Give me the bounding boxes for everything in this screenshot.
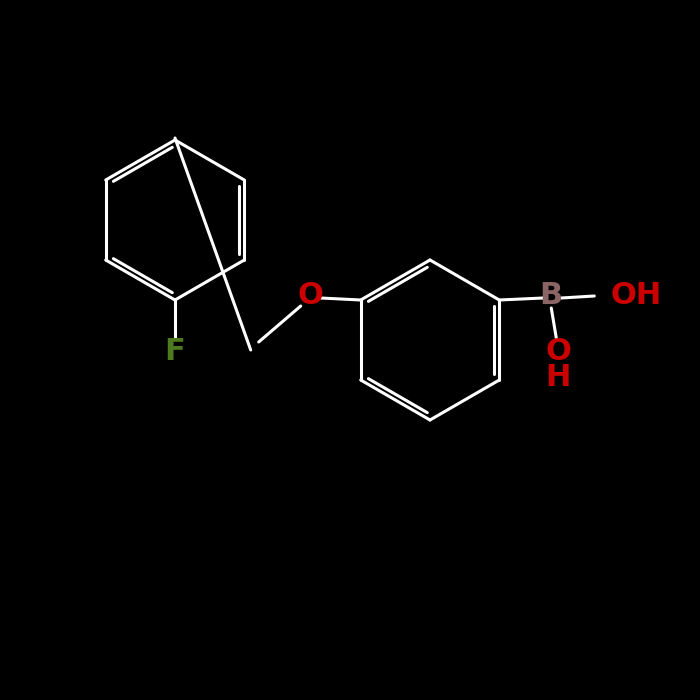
Text: F: F [164, 337, 186, 367]
Text: H: H [545, 363, 571, 393]
Text: OH: OH [610, 281, 662, 309]
Text: O: O [298, 281, 323, 311]
Text: O: O [545, 337, 571, 367]
Text: B: B [540, 281, 563, 311]
